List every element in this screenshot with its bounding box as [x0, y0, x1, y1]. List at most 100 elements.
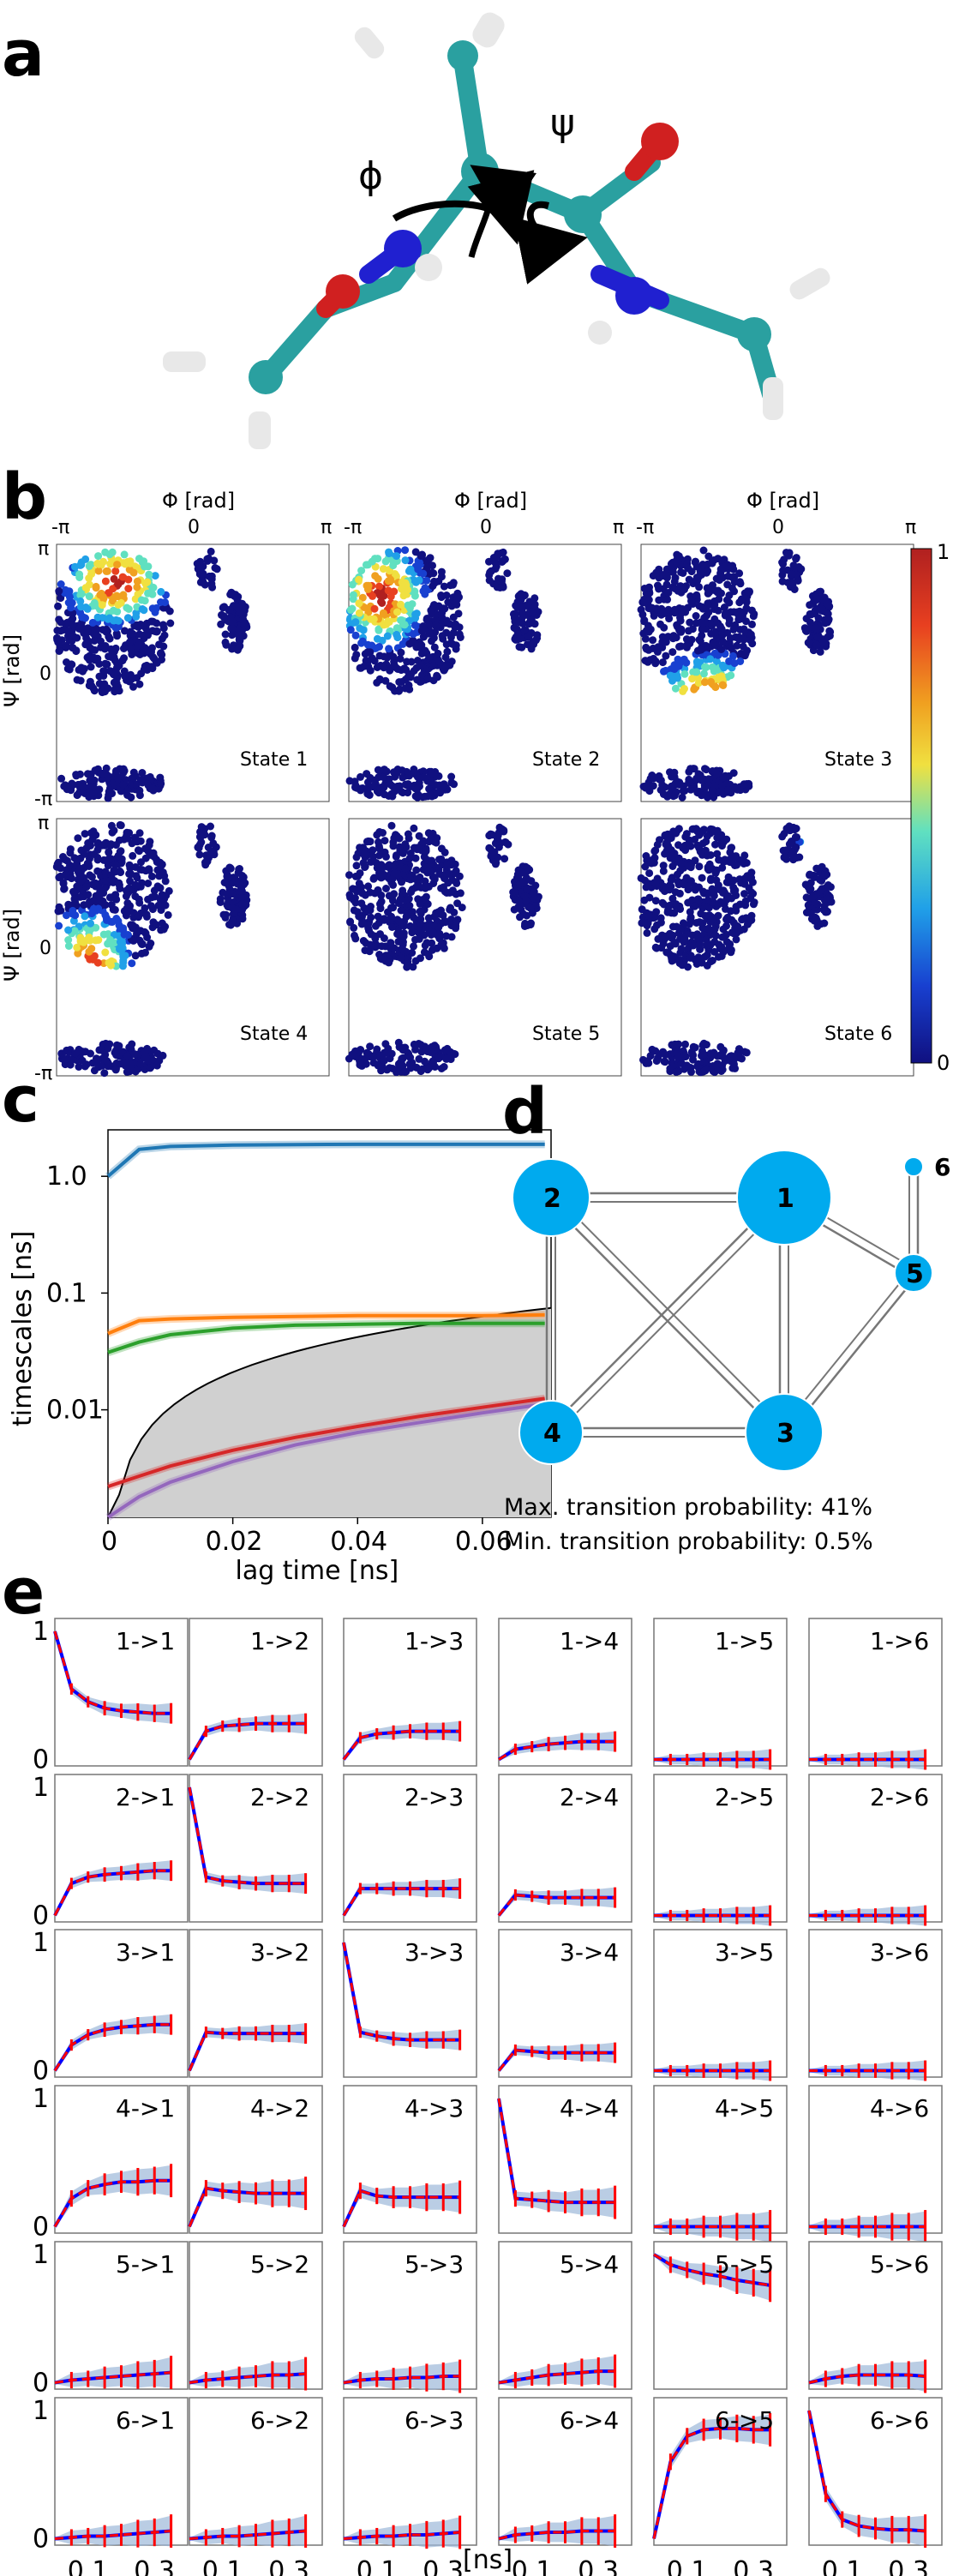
psi-tick-pi: π — [38, 813, 49, 834]
psi-tick-minus-pi: -π — [34, 789, 52, 810]
density-point — [76, 597, 85, 605]
density-point — [681, 832, 690, 841]
density-point — [116, 938, 124, 946]
density-point — [415, 844, 423, 852]
phi-axis-label: Φ [rad] — [454, 489, 527, 513]
density-point — [452, 599, 459, 608]
density-point — [724, 572, 733, 580]
density-point — [811, 606, 819, 615]
density-point — [696, 940, 704, 948]
molecule-illustration: ϕ ψ — [163, 12, 830, 449]
density-point — [694, 953, 703, 962]
density-point — [68, 874, 75, 883]
density-point — [703, 902, 711, 910]
density-point — [814, 614, 823, 622]
density-point — [355, 599, 363, 608]
x-tick-0-3: 0.3 — [134, 2556, 175, 2576]
density-point — [695, 918, 704, 927]
density-point — [100, 645, 109, 653]
density-point — [411, 792, 420, 801]
state-node-2[interactable] — [512, 1158, 590, 1237]
state-node-6[interactable] — [903, 1156, 924, 1177]
density-point — [682, 635, 691, 644]
density-point — [675, 889, 684, 898]
density-point — [658, 658, 667, 667]
x-tick-0-3: 0.3 — [423, 2556, 464, 2576]
density-point — [518, 868, 527, 877]
density-point — [90, 636, 99, 645]
density-point — [681, 846, 690, 855]
density-point — [455, 872, 464, 880]
density-point — [54, 602, 63, 610]
density-point — [518, 880, 527, 887]
state-node-3[interactable] — [745, 1393, 824, 1472]
density-point — [717, 646, 726, 653]
density-point — [691, 856, 699, 865]
density-point — [57, 774, 66, 783]
density-point — [737, 609, 746, 617]
density-point — [356, 1059, 364, 1067]
density-point — [436, 1053, 445, 1061]
density-point — [110, 931, 118, 939]
panel-label-e: e — [2, 1555, 45, 1629]
state-node-5[interactable] — [894, 1253, 933, 1293]
density-point — [357, 772, 364, 781]
density-point — [801, 880, 810, 889]
state-node-4[interactable] — [518, 1400, 584, 1465]
estimate-line — [54, 2530, 171, 2540]
density-point — [670, 768, 679, 777]
state-node-label: 5 — [906, 1259, 924, 1289]
density-point — [668, 568, 677, 576]
density-point — [76, 1047, 85, 1055]
density-point — [656, 1050, 664, 1059]
density-point — [644, 627, 653, 636]
timescale-series-4 — [107, 1396, 545, 1488]
density-point — [81, 614, 89, 622]
state-label: State 4 — [240, 1024, 308, 1045]
density-point — [727, 876, 735, 885]
state-node-1[interactable] — [736, 1150, 832, 1246]
density-point — [393, 916, 402, 924]
phi-tick-zero: 0 — [772, 517, 784, 538]
ck-subplot-label: 5->2 — [250, 2250, 309, 2279]
density-point — [711, 932, 720, 940]
density-point — [67, 1056, 75, 1065]
density-point — [389, 880, 398, 889]
density-point — [688, 625, 697, 633]
density-point — [734, 635, 743, 644]
density-point — [228, 645, 237, 653]
density-point — [415, 561, 423, 569]
density-point — [357, 664, 365, 672]
ck-subplot-6-5: 6->5 0.1 0.3 — [652, 2397, 788, 2576]
density-point — [711, 840, 719, 849]
density-point — [225, 886, 234, 894]
density-point — [671, 1040, 679, 1048]
density-point — [692, 668, 701, 676]
ck-subplot-1-4: 1->4 — [497, 1618, 632, 1767]
density-point — [373, 634, 381, 643]
density-point — [425, 653, 434, 662]
density-point — [641, 862, 650, 871]
density-point — [698, 604, 707, 613]
estimate-line — [188, 1722, 306, 1761]
density-point — [729, 625, 738, 633]
density-point — [661, 934, 669, 943]
density-point — [499, 548, 507, 556]
density-point — [638, 610, 647, 619]
density-point — [71, 562, 79, 571]
density-point — [93, 867, 102, 875]
density-point — [663, 595, 672, 603]
density-point — [642, 643, 650, 652]
density-point — [213, 565, 221, 573]
density-point — [74, 834, 82, 843]
ck-subplot-6-3: 6->3 0.1 0.3 — [343, 2397, 477, 2576]
state-label: State 6 — [824, 1024, 892, 1045]
density-point — [428, 769, 436, 778]
density-point — [73, 676, 81, 684]
density-point — [425, 866, 434, 874]
density-point — [524, 620, 533, 628]
density-point — [134, 622, 142, 631]
density-point — [797, 565, 806, 573]
y-tick-1: 1 — [33, 1617, 49, 1647]
density-point — [740, 890, 748, 898]
